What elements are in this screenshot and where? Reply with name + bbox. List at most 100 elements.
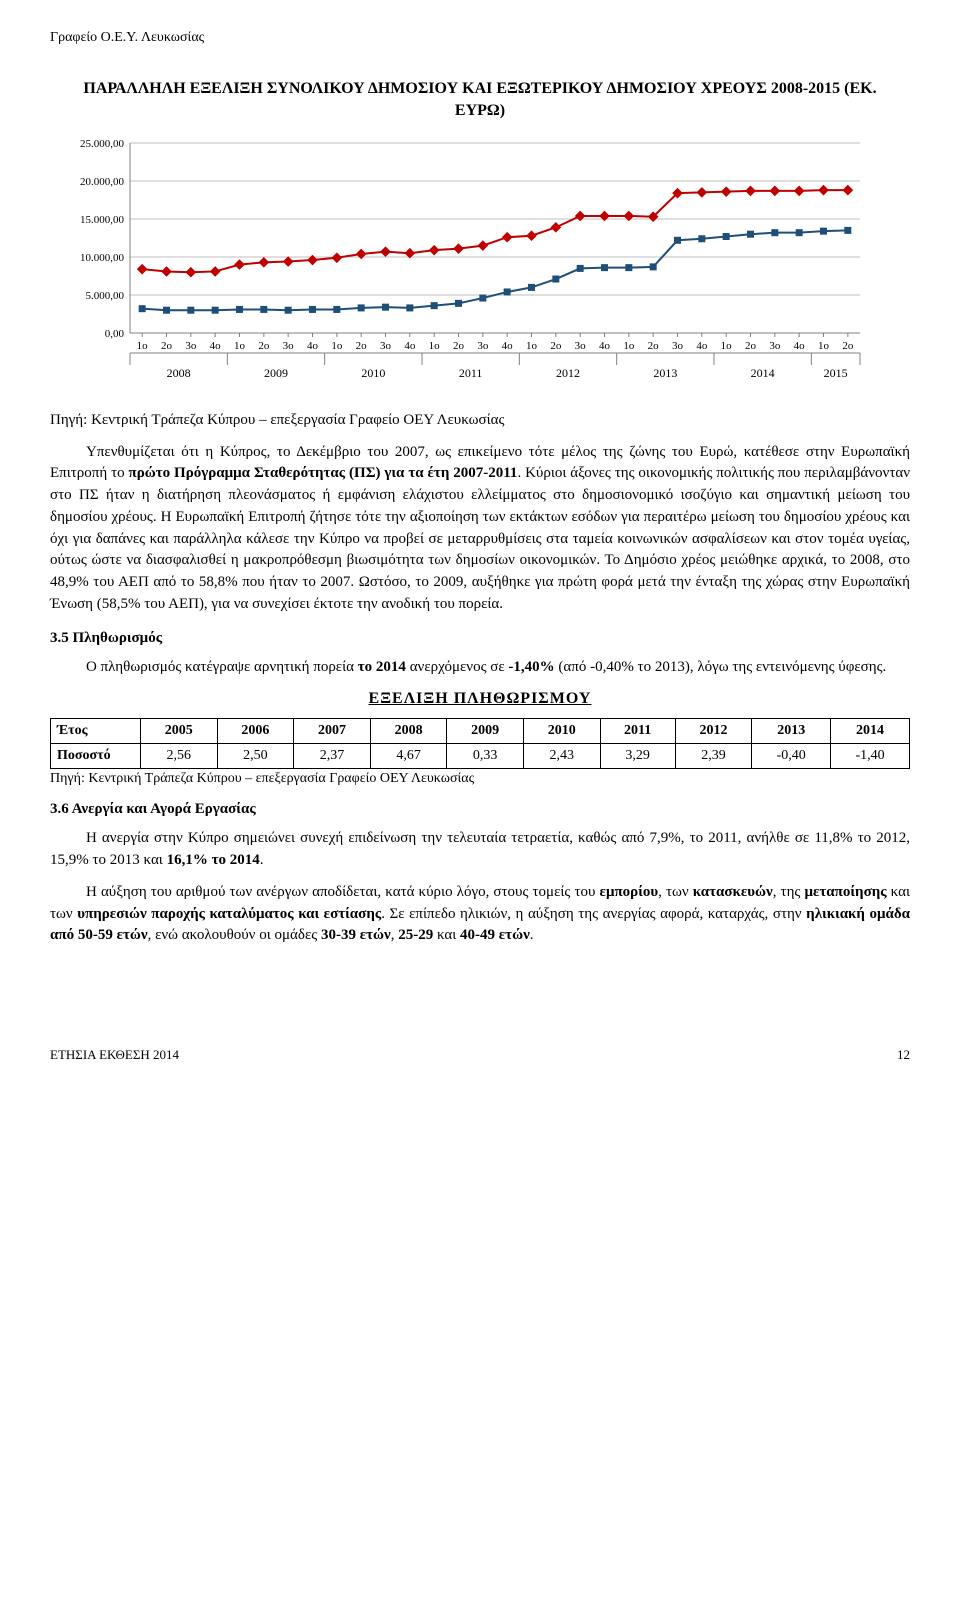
svg-text:3ο: 3ο <box>380 340 392 352</box>
svg-text:25.000,00: 25.000,00 <box>80 138 125 150</box>
chart-title: ΠΑΡΑΛΛΗΛΗ ΕΞΕΛΙΞΗ ΣΥΝΟΛΙΚΟΥ ΔΗΜΟΣΙΟΥ ΚΑΙ… <box>50 74 910 133</box>
table-header-cell: 2005 <box>141 719 218 744</box>
table-cell: 2,43 <box>523 744 600 769</box>
text: , ενώ ακολουθούν οι ομάδες <box>148 927 321 943</box>
section-3-5-heading: 3.5 Πληθωρισμός <box>50 630 910 647</box>
table-header-cell: 2014 <box>831 719 910 744</box>
svg-text:2ο: 2ο <box>453 340 465 352</box>
svg-text:4ο: 4ο <box>599 340 611 352</box>
svg-text:1ο: 1ο <box>234 340 246 352</box>
table-cell: 2,37 <box>294 744 371 769</box>
svg-text:1ο: 1ο <box>721 340 733 352</box>
text: , της <box>773 884 805 900</box>
paragraph-context: Υπενθυμίζεται ότι η Κύπρος, το Δεκέμβριο… <box>50 442 910 616</box>
text-bold: εμπορίου <box>600 884 659 900</box>
chart-container: ΠΑΡΑΛΛΗΛΗ ΕΞΕΛΙΞΗ ΣΥΝΟΛΙΚΟΥ ΔΗΜΟΣΙΟΥ ΚΑΙ… <box>50 74 910 398</box>
svg-text:2013: 2013 <box>653 366 677 380</box>
svg-text:4ο: 4ο <box>307 340 319 352</box>
svg-text:4ο: 4ο <box>210 340 222 352</box>
svg-text:2ο: 2ο <box>161 340 173 352</box>
table-header-cell: 2010 <box>523 719 600 744</box>
svg-text:4ο: 4ο <box>794 340 806 352</box>
svg-text:4ο: 4ο <box>404 340 416 352</box>
svg-text:1ο: 1ο <box>526 340 538 352</box>
table-cell: 4,67 <box>370 744 447 769</box>
svg-text:2ο: 2ο <box>842 340 854 352</box>
svg-text:2008: 2008 <box>167 366 191 380</box>
text: . Κύριοι άξονες της οικονομικής πολιτική… <box>50 465 910 612</box>
svg-text:20.000,00: 20.000,00 <box>80 176 125 188</box>
table-row-label: Ποσοστό <box>51 744 141 769</box>
paragraph-inflation: Ο πληθωρισμός κατέγραψε αρνητική πορεία … <box>50 657 910 679</box>
svg-text:2ο: 2ο <box>356 340 368 352</box>
svg-text:1ο: 1ο <box>623 340 635 352</box>
text-bold: -1,40% <box>508 659 554 675</box>
paragraph-unemployment-2: Η αύξηση του αριθμού των ανέργων αποδίδε… <box>50 882 910 947</box>
text: ανερχόμενος σε <box>406 659 508 675</box>
paragraph-unemployment-1: Η ανεργία στην Κύπρο σημειώνει συνεχή επ… <box>50 828 910 872</box>
table-cell: 3,29 <box>600 744 675 769</box>
inflation-table: Έτος200520062007200820092010201120122013… <box>50 718 910 769</box>
svg-text:2010: 2010 <box>361 366 385 380</box>
text: και <box>433 927 460 943</box>
text-bold: πρώτο Πρόγραμμα Σταθερότητας (ΠΣ) για τα… <box>129 465 518 481</box>
text-bold: 25-29 <box>398 927 433 943</box>
svg-text:1ο: 1ο <box>331 340 343 352</box>
text: . <box>530 927 534 943</box>
text-bold: 30-39 ετών <box>321 927 391 943</box>
text-bold: 16,1% το 2014 <box>167 852 260 868</box>
svg-text:0,00: 0,00 <box>105 328 125 340</box>
table-header-cell: 2009 <box>447 719 524 744</box>
footer-left: ΕΤΗΣΙΑ ΕΚΘΕΣΗ 2014 <box>50 1047 179 1063</box>
table-cell: 2,50 <box>217 744 294 769</box>
table-cell: 2,39 <box>675 744 752 769</box>
svg-text:4ο: 4ο <box>696 340 708 352</box>
text: . <box>260 852 264 868</box>
text-bold: μεταποίησης <box>804 884 886 900</box>
svg-text:1ο: 1ο <box>818 340 830 352</box>
svg-text:4ο: 4ο <box>502 340 513 352</box>
text: , των <box>658 884 693 900</box>
table-source: Πηγή: Κεντρική Τράπεζα Κύπρου – επεξεργα… <box>50 771 910 787</box>
text-bold: το 2014 <box>358 659 406 675</box>
chart-plot: 0,005.000,0010.000,0015.000,0020.000,002… <box>50 133 910 398</box>
table-header-cell: 2008 <box>370 719 447 744</box>
table-header-cell: 2013 <box>752 719 831 744</box>
page-footer: ΕΤΗΣΙΑ ΕΚΘΕΣΗ 2014 12 <box>50 1047 910 1063</box>
table-cell: -1,40 <box>831 744 910 769</box>
svg-text:2011: 2011 <box>459 366 483 380</box>
section-3-6-heading: 3.6 Ανεργία και Αγορά Εργασίας <box>50 801 910 818</box>
svg-text:2ο: 2ο <box>648 340 660 352</box>
text: Ο πληθωρισμός κατέγραψε αρνητική πορεία <box>86 659 358 675</box>
text-bold: κατασκευών <box>693 884 773 900</box>
svg-text:3ο: 3ο <box>575 340 587 352</box>
table-cell: -0,40 <box>752 744 831 769</box>
svg-text:3ο: 3ο <box>283 340 295 352</box>
table-header-cell: 2007 <box>294 719 371 744</box>
table-header-cell: 2012 <box>675 719 752 744</box>
text: (από -0,40% το 2013), λόγω της εντεινόμε… <box>555 659 887 675</box>
chart-source: Πηγή: Κεντρική Τράπεζα Κύπρου – επεξεργα… <box>50 410 910 432</box>
svg-text:5.000,00: 5.000,00 <box>86 290 125 302</box>
text: Η αύξηση του αριθμού των ανέργων αποδίδε… <box>86 884 600 900</box>
svg-text:1ο: 1ο <box>137 340 149 352</box>
svg-text:3ο: 3ο <box>769 340 781 352</box>
svg-text:3ο: 3ο <box>672 340 684 352</box>
svg-text:10.000,00: 10.000,00 <box>80 252 125 264</box>
inflation-table-title: ΕΞΕΛΙΞΗ ΠΛΗΘΩΡΙΣΜΟΥ <box>50 690 910 708</box>
table-header-cell: 2006 <box>217 719 294 744</box>
table-header-cell: Έτος <box>51 719 141 744</box>
svg-text:3ο: 3ο <box>477 340 489 352</box>
table-cell: 0,33 <box>447 744 524 769</box>
svg-text:2ο: 2ο <box>745 340 757 352</box>
footer-page-number: 12 <box>897 1047 910 1063</box>
svg-text:2014: 2014 <box>751 366 775 380</box>
svg-text:1ο: 1ο <box>429 340 441 352</box>
text-bold: υπηρεσιών παροχής καταλύματος και εστίασ… <box>77 906 381 922</box>
table-header-cell: 2011 <box>600 719 675 744</box>
svg-text:2ο: 2ο <box>258 340 270 352</box>
page-header: Γραφείο Ο.Ε.Υ. Λευκωσίας <box>50 30 910 46</box>
svg-text:2012: 2012 <box>556 366 580 380</box>
svg-text:3ο: 3ο <box>185 340 197 352</box>
svg-text:2009: 2009 <box>264 366 288 380</box>
